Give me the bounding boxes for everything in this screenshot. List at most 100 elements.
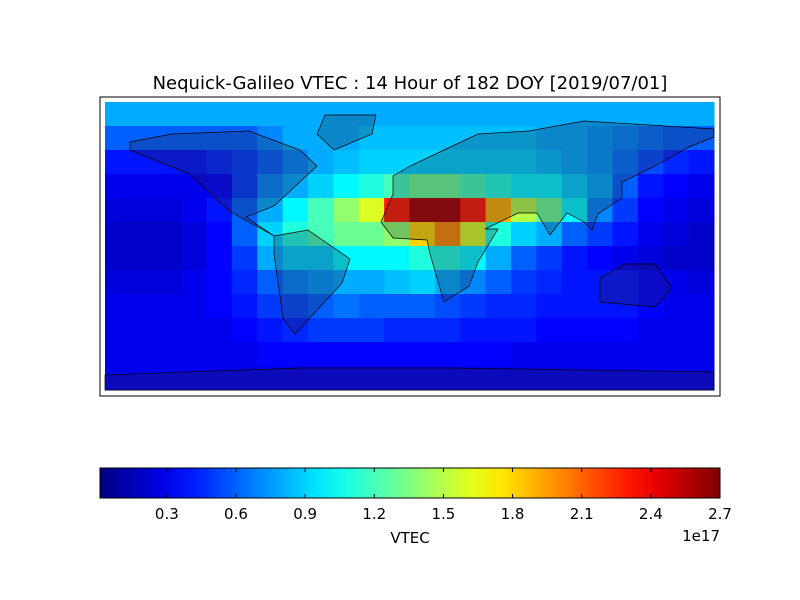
heatmap-cell [536, 270, 563, 295]
heatmap-cell [434, 174, 461, 199]
heatmap-cell [257, 246, 284, 271]
heatmap-cell [561, 318, 588, 343]
heatmap-cell [155, 294, 182, 319]
heatmap-cell [231, 102, 258, 127]
heatmap-cell [688, 174, 715, 199]
heatmap-cell [105, 294, 131, 319]
heatmap-cell [282, 222, 309, 247]
heatmap-cell [409, 366, 436, 391]
heatmap-cell [460, 366, 487, 391]
heatmap-cell [663, 102, 690, 127]
heatmap-cell [333, 222, 360, 247]
heatmap-cell [206, 126, 233, 151]
heatmap-cell [358, 318, 385, 343]
heatmap-cell [485, 294, 512, 319]
heatmap-cell [536, 294, 563, 319]
heatmap-cell [105, 222, 131, 247]
heatmap-cell [308, 174, 334, 199]
heatmap-cell [460, 198, 487, 223]
heatmap-cell [511, 366, 537, 391]
heatmap-cell [105, 198, 131, 223]
heatmap-cell [384, 222, 410, 247]
heatmap-cell [155, 342, 182, 367]
heatmap-cell [612, 222, 639, 247]
heatmap-cell [612, 174, 639, 199]
colorbar-offset: 1e17 [682, 527, 720, 545]
heatmap-cell [688, 246, 715, 271]
heatmap-cell [485, 102, 512, 127]
heatmap-cell [384, 198, 410, 223]
colorbar-tick-label: 0.3 [155, 505, 179, 523]
heatmap-cell [358, 198, 385, 223]
heatmap-cell [409, 126, 436, 151]
heatmap-cell [663, 246, 690, 271]
heatmap-cell [612, 318, 639, 343]
heatmap-cell [434, 318, 461, 343]
heatmap-cell [485, 342, 512, 367]
heatmap-cell [206, 270, 233, 295]
heatmap-cell [460, 246, 487, 271]
heatmap-cell [308, 366, 334, 391]
heatmap-cell [511, 150, 537, 175]
heatmap-cell [536, 126, 563, 151]
heatmap-cell [155, 318, 182, 343]
heatmap-cell [231, 174, 258, 199]
heatmap-cell [105, 150, 131, 175]
heatmap-cell [637, 174, 664, 199]
heatmap-cell [231, 294, 258, 319]
heatmap-cell [155, 366, 182, 391]
heatmap-cell [637, 246, 664, 271]
land [129, 130, 318, 237]
colorbar-tick-label: 2.4 [639, 505, 663, 523]
heatmap-cell [155, 198, 182, 223]
heatmap-cell [257, 126, 284, 151]
heatmap-cell [409, 318, 436, 343]
heatmap-cell [282, 102, 309, 127]
heatmap-cell [460, 150, 487, 175]
heatmap-cell [130, 366, 157, 391]
heatmap-cell [637, 318, 664, 343]
heatmap-cell [511, 102, 537, 127]
heatmap-cell [536, 246, 563, 271]
heatmap-cell [181, 294, 207, 319]
heatmap-cell [333, 294, 360, 319]
heatmap-cell [663, 174, 690, 199]
heatmap-cell [511, 222, 537, 247]
heatmap-cell [409, 222, 436, 247]
heatmap-cell [384, 102, 410, 127]
heatmap-cell [155, 270, 182, 295]
heatmap-cell [358, 342, 385, 367]
heatmap-cell [333, 198, 360, 223]
heatmap-cell [181, 102, 207, 127]
heatmap-cell [308, 222, 334, 247]
heatmap-cell [688, 294, 715, 319]
heatmap-cell [231, 318, 258, 343]
colorbar-tick-label: 2.7 [708, 505, 732, 523]
heatmap-cell [181, 366, 207, 391]
heatmap-cell [561, 222, 588, 247]
heatmap-cell [130, 318, 157, 343]
heatmap-cell [637, 198, 664, 223]
heatmap-cell [231, 126, 258, 151]
heatmap-cell [612, 294, 639, 319]
heatmap-cell [155, 222, 182, 247]
heatmap-cell [637, 294, 664, 319]
heatmap-cell [384, 126, 410, 151]
heatmap-cell [511, 342, 537, 367]
heatmap-cell [308, 102, 334, 127]
heatmap-cell [308, 318, 334, 343]
heatmap-cell [587, 342, 613, 367]
heatmap-cell [460, 294, 487, 319]
heatmap-cell [384, 294, 410, 319]
colorbar [99, 467, 721, 499]
heatmap-cell [130, 294, 157, 319]
heatmap-cell [308, 270, 334, 295]
land [599, 263, 673, 308]
heatmap-cell [663, 198, 690, 223]
heatmap-cell [155, 126, 182, 151]
colorbar-label: VTEC [390, 529, 429, 547]
heatmap-cell [536, 318, 563, 343]
heatmap-cell [282, 126, 309, 151]
heatmap-cell [612, 342, 639, 367]
